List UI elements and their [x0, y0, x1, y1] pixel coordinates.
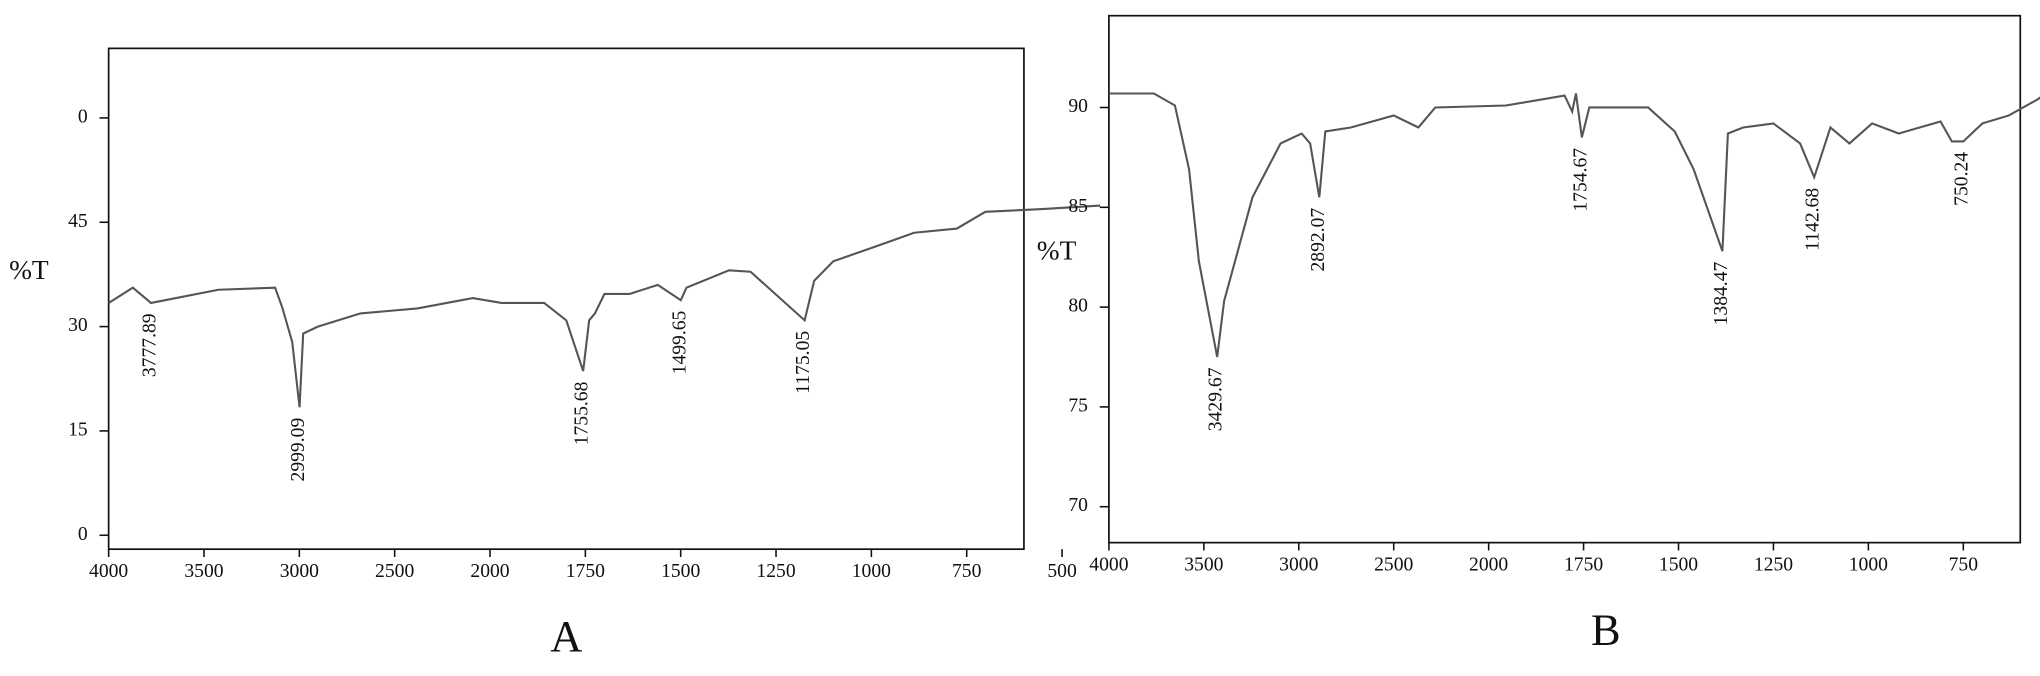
x-tick-label: 750: [952, 561, 982, 582]
x-tick-label: 1500: [1659, 555, 1698, 576]
x-tick-label: 4000: [89, 561, 128, 582]
y-tick-label: 75: [1068, 395, 1088, 416]
panel-title: B: [1591, 604, 1621, 654]
x-tick-label: 3500: [184, 561, 223, 582]
x-tick-label: 1750: [566, 561, 605, 582]
y-tick-label: 70: [1068, 495, 1088, 516]
plot-frame: [1108, 14, 2022, 544]
spectrum-line: [1108, 92, 2040, 358]
y-tick-label: 85: [1068, 196, 1088, 217]
y-tick-label: 90: [1068, 96, 1088, 117]
y-tick-label: 15: [68, 419, 88, 440]
x-tick-label: 1250: [1754, 555, 1793, 576]
x-tick-label: 1500: [661, 561, 700, 582]
y-tick-label: 30: [68, 315, 88, 336]
x-tick-label: 2500: [375, 561, 414, 582]
x-tick-label: 2500: [1374, 555, 1413, 576]
peak-label: 1384.47: [1711, 261, 1732, 325]
x-tick-label: 4000: [1089, 555, 1128, 576]
y-axis-label: %T: [1037, 235, 1077, 265]
x-tick-label: 750: [1949, 555, 1979, 576]
x-tick-label: 1750: [1564, 555, 1603, 576]
y-tick-label: 0: [78, 524, 88, 545]
peak-label: 3429.67: [1206, 367, 1227, 431]
x-tick-label: 1000: [1849, 555, 1888, 576]
peak-label: 1175.05: [793, 331, 814, 394]
x-tick-label: 3500: [1184, 555, 1223, 576]
x-tick-label: 1000: [852, 561, 891, 582]
x-tick-label: 2000: [1469, 555, 1508, 576]
peak-label: 3777.89: [139, 313, 160, 377]
x-tick-label: 1250: [756, 561, 795, 582]
y-tick-label: 80: [1068, 296, 1088, 317]
y-tick-label: 45: [68, 211, 88, 232]
x-tick-label: 3000: [280, 561, 319, 582]
x-tick-label: 2000: [470, 561, 509, 582]
y-tick-label: 0: [78, 106, 88, 127]
spectrum-line: [108, 204, 1101, 408]
x-tick-label: 500: [1047, 561, 1077, 582]
peak-label: 1142.68: [1803, 188, 1824, 251]
peak-label: 1755.68: [572, 381, 593, 445]
y-axis-label: %T: [9, 255, 49, 285]
peak-label: 750.24: [1952, 152, 1973, 206]
panel-title: A: [550, 611, 582, 661]
peak-label: 1754.67: [1570, 148, 1591, 212]
plot-frame: [107, 47, 1025, 551]
peak-label: 2892.07: [1308, 208, 1329, 272]
x-tick-label: 3000: [1279, 555, 1318, 576]
peak-label: 2999.09: [288, 418, 309, 482]
peak-label: 1499.65: [669, 310, 690, 374]
